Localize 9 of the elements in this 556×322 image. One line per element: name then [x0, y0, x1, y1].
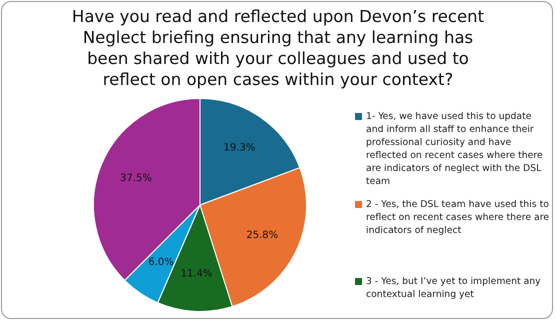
- legend-label: 3 - Yes, but I’ve yet to implement any contextual learning yet: [366, 275, 542, 301]
- data-label: 25.8%: [246, 230, 278, 241]
- data-label: 37.5%: [120, 173, 152, 184]
- legend-label: 2 - Yes, the DSL team have used this to reflect on recent cases where there are indicators of neglect: [366, 198, 550, 237]
- legend-label: 1- Yes, we have used this to update and inform all staff to enhance their professional curiosity and have reflected on recent cases where there are indicators of neglect with the DSL team: [366, 110, 544, 188]
- data-label: 19.3%: [224, 142, 256, 154]
- data-label: 11.4%: [180, 268, 212, 280]
- chart-title: Have you read and reflected upon Devon’s recent Neglect briefing ensuring that any learning has been shared with your colleagues and used to reflect on open cases within your context?: [70, 6, 486, 90]
- data-label: 6.0%: [148, 256, 174, 268]
